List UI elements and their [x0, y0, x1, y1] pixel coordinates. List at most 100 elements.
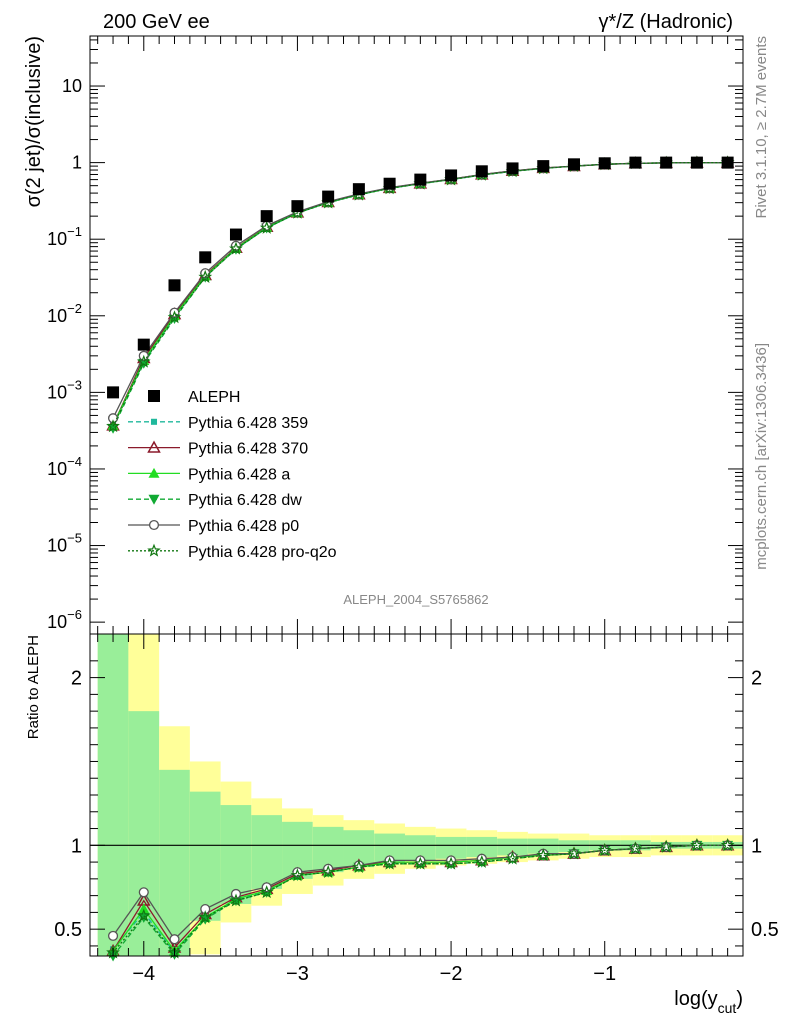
series-line — [112, 161, 728, 425]
y-tick-label-exponent: −4 — [67, 454, 82, 469]
data-point-marker — [322, 190, 335, 203]
legend-label: Pythia 6.428 359 — [188, 415, 308, 432]
legend-label: Pythia 6.428 dw — [188, 492, 302, 509]
ratio-data-point-marker — [138, 887, 149, 898]
x-axis-label: log(ycut) — [674, 988, 743, 1016]
ratio-data-point-marker — [384, 855, 395, 866]
y-tick-label: 10 — [62, 76, 82, 96]
ratio-data-point-marker — [107, 930, 119, 941]
y-tick-label-base: 10 — [47, 229, 67, 249]
uncertainty-band-inner — [189, 791, 221, 921]
legend-label: Pythia 6.428 p0 — [188, 518, 299, 535]
rivet-version-label: Rivet 3.1.10, ≥ 2.7M events — [753, 36, 770, 219]
ratio-data-point-marker — [690, 838, 704, 852]
legend-entry: Pythia 6.428 pro-q2o — [128, 543, 337, 561]
data-point-marker — [629, 156, 642, 169]
data-point-marker — [567, 158, 580, 171]
x-axis-label-close: ) — [736, 988, 743, 1010]
legend-entry: ALEPH — [148, 389, 240, 406]
data-point-marker — [229, 228, 242, 241]
data-point-marker — [721, 156, 734, 169]
legend-label: Pythia 6.428 370 — [188, 441, 308, 458]
data-point-marker — [167, 310, 182, 324]
ratio-y-tick-label-right: 0.5 — [751, 919, 779, 941]
data-point-marker — [259, 220, 274, 234]
ratio-data-point-marker — [138, 903, 150, 914]
y-tick-label-base: 10 — [47, 306, 67, 326]
x-axis-label-subscript: cut — [718, 1000, 737, 1016]
data-point-marker — [475, 165, 488, 178]
uncertainty-band-inner — [159, 769, 190, 956]
legend-marker — [147, 543, 161, 557]
ratio-data-point-marker — [198, 910, 213, 924]
data-point-marker — [291, 200, 304, 213]
ratio-data-point-marker — [352, 859, 366, 874]
data-point-marker — [107, 386, 120, 399]
y-axis-label-ratio: Ratio to ALEPH — [25, 635, 42, 739]
data-point-marker — [198, 269, 213, 284]
y-tick-label-exponent: −2 — [67, 301, 82, 316]
uncertainty-band-inner — [558, 840, 590, 853]
ratio-data-point-marker — [259, 885, 274, 899]
ratio-data-point-marker — [323, 863, 334, 874]
ratio-data-point-marker — [446, 855, 457, 866]
data-point-marker — [106, 419, 120, 433]
y-tick-label: 10−1 — [47, 224, 82, 249]
y-tick-label-base: 10 — [47, 612, 67, 632]
legend-marker — [147, 440, 161, 453]
y-tick-label-base: 1 — [72, 153, 82, 173]
ratio-data-point-marker — [444, 856, 458, 870]
analysis-watermark: ALEPH_2004_S5765862 — [343, 592, 488, 607]
data-point-marker — [168, 279, 181, 292]
y-tick-label: 1 — [72, 153, 82, 173]
y-tick-label-exponent: −3 — [67, 377, 82, 392]
ratio-data-point-marker — [720, 838, 735, 852]
ratio-data-point-marker — [292, 867, 303, 878]
data-point-marker — [414, 173, 427, 186]
y-tick-label: 10−5 — [47, 531, 82, 556]
ratio-data-point-marker — [290, 868, 305, 882]
uncertainty-band-inner — [97, 634, 129, 956]
y-tick-label: 10−3 — [47, 377, 82, 402]
ratio-data-point-marker — [382, 856, 397, 870]
ratio-data-point-marker — [536, 848, 551, 862]
ratio-data-point-marker — [567, 846, 581, 860]
legend-entry: Pythia 6.428 359 — [128, 415, 308, 432]
ratio-series-line — [112, 844, 728, 954]
ratio-data-point-marker — [229, 893, 243, 907]
series-line — [112, 161, 728, 426]
data-point-marker — [260, 210, 273, 223]
ratio-data-point-marker — [474, 854, 489, 868]
ratio-plot-panel: 0.5 0.5 1 1 2 2 −4 −3 −2 −1 — [54, 633, 779, 985]
legend-entry: Pythia 6.428 a — [128, 466, 290, 483]
y-axis-label-main: σ(2 jet)/σ(inclusive) — [23, 36, 45, 207]
y-tick-label-base: 10 — [62, 76, 82, 96]
legend-label: ALEPH — [188, 389, 240, 406]
data-point-marker — [598, 157, 611, 170]
ratio-data-point-marker — [476, 853, 487, 864]
legend-entry: Pythia 6.428 dw — [128, 492, 302, 509]
ratio-y-tick-label: 0.5 — [54, 919, 82, 941]
x-axis-label-main: log(y — [674, 988, 717, 1010]
ratio-data-point-marker — [505, 851, 520, 865]
data-point-marker — [660, 156, 673, 169]
legend-marker — [148, 494, 160, 505]
ratio-data-point-marker — [628, 841, 643, 855]
legend-marker — [150, 418, 158, 425]
data-point-marker — [537, 160, 550, 173]
series-pythia-6-428-p0 — [107, 157, 733, 424]
x-tick-label: −3 — [286, 963, 309, 985]
ratio-data-point-marker — [597, 843, 612, 857]
ratio-y-tick-label-right: 2 — [751, 668, 762, 690]
legend-label: Pythia 6.428 pro-q2o — [188, 544, 337, 561]
ratio-series-pythia-6-428-pro-q2o — [106, 838, 735, 959]
legend-entry: Pythia 6.428 p0 — [128, 518, 299, 535]
y-tick-label: 10−2 — [47, 301, 82, 326]
y-tick-label: 10−4 — [47, 454, 82, 479]
uncertainty-band-inner — [527, 838, 559, 854]
data-point-marker — [229, 241, 243, 255]
ratio-data-point-marker — [413, 856, 428, 870]
uncertainty-band-inner — [251, 815, 283, 889]
